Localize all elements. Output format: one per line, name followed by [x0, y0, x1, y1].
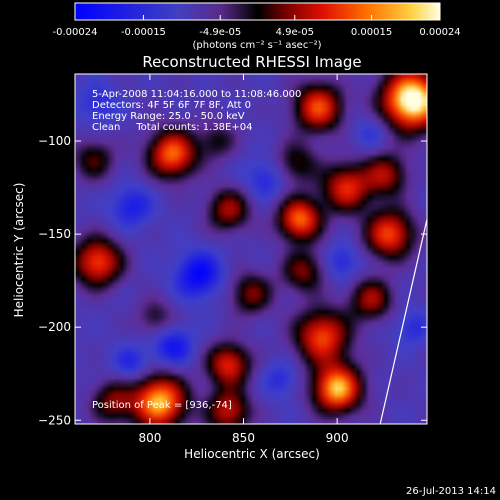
- plot-frame: [74, 73, 428, 425]
- solar-limb-line: [379, 219, 428, 425]
- colorbar-tick-label: 0.00024: [419, 27, 460, 38]
- colorbar-units-label: (photons cm⁻² s⁻¹ asec⁻²): [192, 40, 321, 51]
- colorbar-tick-label: -4.9e-05: [199, 27, 241, 38]
- colorbar-frame: [74, 2, 441, 21]
- y-tick-label: −100: [38, 134, 71, 148]
- x-tick-label: 900: [326, 431, 349, 445]
- x-tick-label: 850: [232, 431, 255, 445]
- x-axis-label: Heliocentric X (arcsec): [184, 447, 320, 461]
- y-tick-label: −250: [38, 413, 71, 427]
- colorbar-tick-label: 4.9e-05: [276, 27, 314, 38]
- axis-ticks: 800 850 900 −100 −150 −200 −250: [38, 74, 427, 445]
- y-axis-label: Heliocentric Y (arcsec): [12, 183, 26, 318]
- footer-timestamp: 26-Jul-2013 14:14: [406, 486, 496, 497]
- colorbar-tick-label: -0.00024: [53, 27, 98, 38]
- annotation-total-counts: Clean Total counts: 1.38E+04: [92, 122, 252, 133]
- heatmap-image: [75, 74, 427, 424]
- colorbar: [75, 3, 440, 20]
- colorbar-ticks: -0.00024 -0.00015 -4.9e-05 4.9e-05 0.00015 0.…: [53, 15, 461, 38]
- chart-title: Reconstructed RHESSI Image: [142, 53, 361, 71]
- annotation-time-range: 5-Apr-2008 11:04:16.000 to 11:08:46.000: [92, 89, 301, 100]
- colorbar-tick-label: -0.00015: [121, 27, 166, 38]
- annotation-detectors: Detectors: 4F 5F 6F 7F 8F, Att 0: [92, 100, 251, 111]
- annotation-energy-range: Energy Range: 25.0 - 50.0 keV: [92, 111, 245, 122]
- y-tick-label: −200: [38, 320, 71, 334]
- peak-position-label: Position of Peak = [936,-74]: [92, 400, 232, 411]
- plot-area: [75, 74, 427, 424]
- x-tick-label: 800: [138, 431, 161, 445]
- colorbar-tick-label: 0.00015: [351, 27, 392, 38]
- y-tick-label: −150: [38, 227, 71, 241]
